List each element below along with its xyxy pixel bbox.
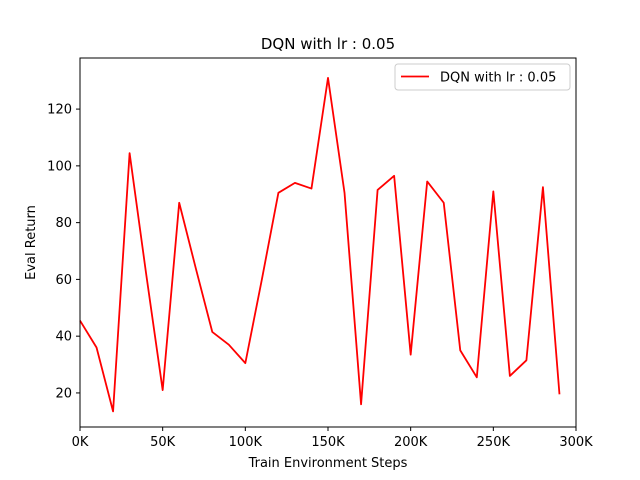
- y-tick-label: 120: [47, 103, 72, 118]
- y-tick-label: 100: [47, 159, 72, 174]
- plot-frame: [79, 57, 577, 428]
- y-axis: 20 40 60 80 100 120: [47, 103, 80, 401]
- legend-box: [394, 63, 571, 91]
- x-tick-label: 250K: [477, 435, 511, 450]
- chart-title: DQN with lr : 0.05: [261, 35, 395, 53]
- x-tick-label: 300K: [559, 435, 593, 450]
- x-tick-label: 0K: [72, 435, 89, 450]
- y-axis-label: Eval Return: [24, 205, 39, 280]
- x-tick-label: 100K: [229, 435, 263, 450]
- x-axis: 0K 50K 100K 150K 200K 250K 300K: [72, 427, 593, 450]
- x-tick-label: 50K: [150, 435, 176, 450]
- series-line: [79, 76, 561, 413]
- y-tick-label: 40: [55, 330, 72, 345]
- legend-entry: DQN with lr : 0.05: [440, 71, 556, 86]
- x-tick-label: 150K: [311, 435, 345, 450]
- plot-area: [79, 57, 577, 428]
- y-tick-label: 60: [55, 273, 72, 288]
- legend: DQN with lr : 0.05: [394, 63, 571, 91]
- series-layer: [79, 76, 561, 413]
- y-tick-label: 20: [55, 386, 72, 401]
- y-tick-label: 80: [55, 216, 72, 231]
- x-axis-label: Train Environment Steps: [248, 456, 408, 471]
- x-tick-label: 200K: [394, 435, 428, 450]
